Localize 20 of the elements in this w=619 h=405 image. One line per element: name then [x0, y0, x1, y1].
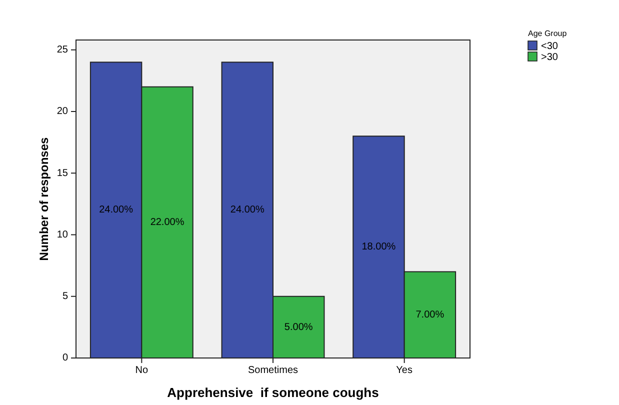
x-tick-label: No — [135, 365, 148, 376]
legend-label: <30 — [541, 41, 558, 52]
data-label: 18.00% — [362, 242, 396, 253]
y-tick-label: 25 — [56, 44, 68, 56]
x-tick-label: Sometimes — [248, 365, 298, 376]
legend-title: Age Group — [528, 29, 568, 38]
x-axis-title: Apprehensive if someone coughs — [167, 385, 379, 400]
data-label: 22.00% — [150, 217, 184, 228]
legend-label: >30 — [541, 52, 558, 63]
data-label: 7.00% — [416, 310, 444, 320]
y-tick-label: 20 — [56, 106, 68, 118]
data-label: 24.00% — [99, 204, 134, 216]
y-tick-label: 5 — [62, 291, 68, 302]
x-tick-label: Yes — [396, 365, 412, 376]
y-tick-label: 10 — [56, 229, 68, 240]
y-tick-label: 0 — [62, 352, 68, 364]
data-label: 24.00% — [230, 204, 264, 216]
data-label: 5.00% — [284, 322, 313, 333]
y-axis-title: Number of responses — [37, 137, 51, 261]
y-tick-label: 15 — [56, 168, 68, 179]
